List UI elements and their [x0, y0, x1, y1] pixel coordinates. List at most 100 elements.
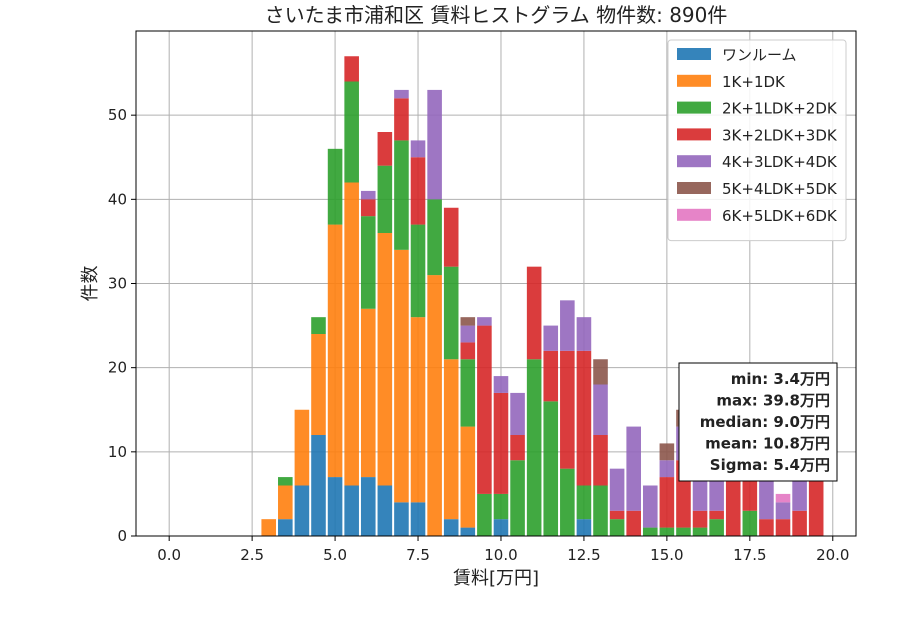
x-tick-label: 0.0	[157, 546, 181, 564]
bar	[692, 510, 708, 528]
bar	[609, 468, 625, 511]
legend-swatch	[677, 48, 711, 60]
legend-label: 4K+3LDK+4DK	[722, 153, 838, 171]
bar	[725, 477, 741, 536]
bar	[560, 350, 575, 469]
bar	[493, 519, 509, 536]
bar	[427, 89, 442, 200]
bar	[593, 435, 608, 486]
bar	[709, 510, 724, 520]
bar	[360, 216, 376, 309]
bar	[543, 401, 559, 536]
bar	[344, 81, 359, 183]
legend-label: ワンルーム	[722, 46, 797, 64]
x-tick-label: 5.0	[323, 546, 347, 564]
legend-label: 6K+5LDK+6DK	[722, 207, 838, 225]
bar	[344, 485, 359, 536]
bar	[278, 477, 293, 486]
bar	[278, 485, 293, 520]
bar	[460, 359, 476, 427]
bar	[510, 392, 525, 435]
y-tick-label: 10	[108, 443, 127, 461]
bar	[609, 519, 625, 536]
bar	[510, 460, 525, 536]
bar	[692, 477, 708, 511]
bar	[775, 519, 791, 536]
bar	[360, 308, 376, 478]
bar	[460, 426, 476, 528]
bar	[360, 190, 376, 200]
bar	[775, 493, 791, 503]
bar	[327, 148, 343, 225]
stats-box: min: 3.4万円 max: 39.8万円 median: 9.0万円 mean: …	[678, 362, 838, 482]
bar	[443, 519, 459, 536]
bar	[410, 140, 426, 158]
bar	[775, 502, 791, 520]
bar	[543, 350, 559, 402]
stats-frame	[678, 362, 838, 482]
bar	[460, 317, 476, 326]
y-axis-label: 件数	[80, 266, 101, 302]
bar	[593, 384, 608, 435]
bar	[493, 493, 509, 520]
bar	[360, 477, 376, 536]
legend: ワンルーム 1K+1DK 2K+1LDK+2DK 3K+2LDK+3DK 4K+3LDK…	[667, 39, 847, 242]
stats-line: median: 9.0万円	[700, 413, 830, 431]
bar	[278, 519, 293, 536]
x-tick-label: 17.5	[733, 546, 766, 564]
y-tick-label: 0	[117, 527, 127, 545]
legend-swatch	[677, 101, 711, 114]
bar	[460, 527, 476, 536]
stats-line: max: 39.8万円	[716, 392, 830, 410]
x-tick-label: 20.0	[816, 546, 849, 564]
bar	[410, 224, 426, 318]
bar	[311, 435, 326, 536]
legend-label: 1K+1DK	[722, 73, 786, 91]
y-tick-label: 20	[108, 359, 127, 377]
legend-swatch	[677, 128, 711, 141]
bar	[626, 510, 641, 536]
series-6	[775, 493, 791, 503]
bar	[560, 300, 575, 351]
legend-swatch	[677, 182, 711, 194]
bar	[394, 89, 409, 99]
bar	[626, 426, 641, 511]
bar	[477, 325, 492, 494]
bar	[443, 266, 459, 360]
series-2	[278, 81, 758, 536]
bar	[576, 350, 592, 486]
bar	[659, 443, 675, 461]
bar	[709, 519, 724, 536]
series-1	[261, 182, 476, 536]
y-tick-label: 50	[108, 106, 127, 124]
x-tick-label: 15.0	[650, 546, 683, 564]
y-tick-label: 40	[108, 190, 127, 208]
bar	[427, 275, 442, 536]
bar	[526, 359, 542, 536]
stats-line: mean: 10.8万円	[705, 435, 830, 453]
bar	[460, 342, 476, 360]
bar	[593, 359, 608, 385]
x-axis-label: 賃料[万円]	[453, 568, 539, 589]
bar	[294, 485, 310, 536]
bar	[327, 477, 343, 536]
legend-box	[667, 39, 847, 242]
bar	[311, 317, 326, 334]
bar	[593, 485, 608, 536]
legend-swatch	[677, 208, 711, 221]
bar	[360, 199, 376, 217]
bar	[759, 519, 774, 536]
bar	[526, 266, 542, 360]
bar	[311, 334, 326, 435]
bar	[344, 182, 359, 486]
bar	[261, 519, 277, 536]
bar	[742, 510, 758, 536]
bar	[477, 317, 492, 326]
bar	[659, 477, 675, 528]
bar	[344, 56, 359, 82]
bar	[609, 510, 625, 520]
bar	[642, 527, 658, 536]
bar	[443, 359, 459, 520]
